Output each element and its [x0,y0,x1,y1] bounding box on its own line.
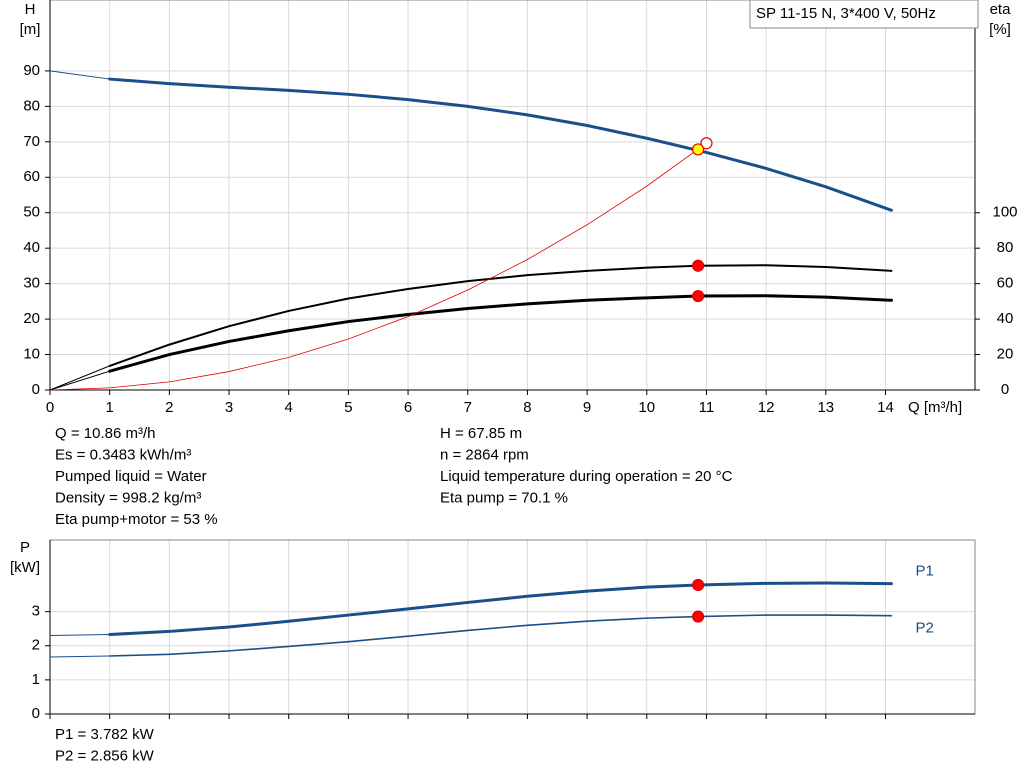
operating-point [700,137,713,150]
series-line [49,365,111,391]
info-text: n = 2864 rpm [440,446,529,463]
y-tick-label: 1 [32,671,40,688]
info-text: H = 67.85 m [440,425,522,442]
operating-point [691,289,705,303]
series-line [49,370,111,391]
x-tick-label: 3 [225,399,233,416]
info-text: P2 = 2.856 kW [55,747,155,764]
series-label: P1 [915,563,933,580]
x-tick-label: 10 [638,399,655,416]
y-tick-label: 90 [23,62,40,79]
x-tick-label: 8 [523,399,531,416]
y-axis-label: P [20,539,30,556]
y-tick-label: 70 [23,133,40,150]
info-text: Es = 0.3483 kWh/m³ [55,446,191,463]
info-text: Density = 998.2 kg/m³ [55,489,201,506]
x-tick-label: 13 [817,399,834,416]
info-text: P1 = 3.782 kW [55,726,155,743]
info-text: Eta pump+motor = 53 % [55,511,218,528]
y2-tick-label: 20 [997,346,1014,363]
y-tick-label: 10 [23,346,40,363]
y2-tick-label: 100 [992,204,1017,221]
series-line [49,70,111,80]
series-line [49,655,111,658]
series-line [108,614,893,657]
title-box [749,0,979,29]
y-tick-label: 50 [23,204,40,221]
x-tick-label: 5 [344,399,352,416]
operating-point [691,143,705,156]
x-tick-label: 7 [464,399,472,416]
series-line [108,77,893,212]
chart-title: SP 11-15 N, 3*400 V, 50Hz [756,5,936,22]
y-tick-label: 0 [32,381,40,398]
info-text: Q = 10.86 m³/h [55,425,155,442]
y-tick-label: 0 [32,705,40,722]
x-tick-label: 1 [106,399,114,416]
info-text: Liquid temperature during operation = 20… [440,468,733,485]
series-line [49,142,707,391]
series-line [108,294,893,373]
x-tick-label: 0 [46,399,54,416]
x-tick-label: 9 [583,399,591,416]
x-tick-label: 14 [877,399,894,416]
y-tick-label: 2 [32,637,40,654]
y-tick-label: 60 [23,168,40,185]
y2-tick-label: 60 [997,275,1014,292]
series-line [108,581,893,637]
y-tick-label: 40 [23,239,40,256]
x-tick-label: 11 [699,399,715,416]
operating-point [691,259,705,272]
y2-tick-label: 40 [997,310,1014,327]
x-axis-label: Q [m³/h] [908,399,962,416]
y-axis-label: H [25,1,36,18]
x-tick-label: 12 [758,399,775,416]
series-line [108,264,893,367]
info-text: Pumped liquid = Water [55,468,207,485]
y-axis-label: [kW] [10,559,40,576]
x-tick-label: 2 [165,399,173,416]
x-tick-label: 4 [285,399,293,416]
y-tick-label: 80 [23,97,40,114]
operating-point [691,610,705,623]
y2-tick-label: 80 [997,239,1014,256]
y-tick-label: 20 [23,310,40,327]
y-axis-label: [m] [20,21,41,38]
series-label: P2 [915,620,933,637]
x-tick-label: 6 [404,399,412,416]
y2-axis-label: [%] [989,21,1011,38]
y2-tick-label: 0 [1001,381,1009,398]
series-line [49,634,111,637]
info-text: Eta pump = 70.1 % [440,489,568,506]
y2-axis-label: eta [990,1,1012,18]
y-tick-label: 3 [32,603,40,620]
operating-point [691,578,705,592]
y-tick-label: 30 [23,275,40,292]
